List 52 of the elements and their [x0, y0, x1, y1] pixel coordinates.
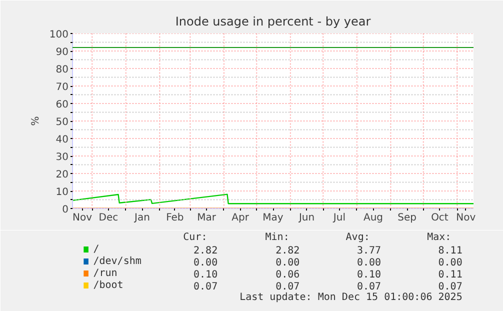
text: 2.82 [276, 246, 300, 256]
x-tick-label: Nov [456, 212, 476, 224]
legend-label: /boot [93, 280, 124, 291]
y-tick-label: 50 [56, 117, 69, 128]
text: Cur: [183, 232, 208, 243]
legend-label: / [93, 244, 100, 255]
text: 0.07 [438, 282, 462, 292]
text: 0.00 [276, 258, 300, 268]
x-tick-label: Dec [98, 212, 118, 224]
text: 8.11 [438, 246, 462, 256]
x-tick-label: Jan [134, 212, 150, 224]
y-tick-label: 70 [56, 82, 69, 93]
x-tick-label: Jun [298, 212, 315, 224]
text: 0.07 [194, 282, 218, 292]
line-series [72, 194, 474, 204]
text: Max: [427, 232, 452, 243]
legend-label: /run [93, 268, 118, 279]
y-tick-label: 10 [56, 187, 69, 198]
text: 0.07 [356, 282, 382, 292]
text: Min: [265, 232, 290, 243]
text: 2.82 [194, 246, 218, 256]
x-tick-label: Oct [431, 212, 448, 224]
text: Avg: [346, 232, 370, 243]
y-tick-label: 20 [56, 170, 69, 180]
text: 3.77 [356, 246, 382, 256]
y-tick-label: 60 [56, 100, 69, 110]
x-tick-label: Jul [332, 212, 346, 224]
legend-label: /dev/shm [93, 256, 142, 267]
text: Last update: Mon Dec 15 01:00:06 2025 [240, 292, 462, 303]
text: 0.06 [276, 270, 300, 280]
chart-title: Inode usage in percent - by year [175, 14, 371, 28]
x-tick-label: Nov [72, 212, 92, 224]
y-tick-label: 80 [56, 64, 69, 76]
text: 0.00 [194, 258, 218, 268]
text: 0.07 [276, 282, 300, 292]
text: 0.10 [356, 270, 382, 280]
x-tick-label: Mar [197, 212, 217, 224]
x-tick-label: May [262, 212, 284, 224]
x-tick-label: Aug [363, 212, 384, 224]
y-tick-label: 100 [49, 30, 69, 40]
y-tick-label: 0 [62, 204, 69, 216]
x-tick-label: Feb [166, 212, 184, 224]
text: 0.10 [194, 270, 218, 280]
y-tick-label: 40 [56, 134, 69, 146]
y-axis-title: % [30, 116, 42, 126]
y-tick-label: 30 [56, 152, 69, 163]
x-tick-label: Apr [232, 212, 250, 224]
text: 0.00 [438, 258, 462, 268]
x-tick-label: Sep [398, 212, 416, 224]
y-tick-label: 90 [56, 47, 69, 58]
text: 0.00 [356, 258, 382, 268]
text: 0.11 [438, 270, 462, 280]
